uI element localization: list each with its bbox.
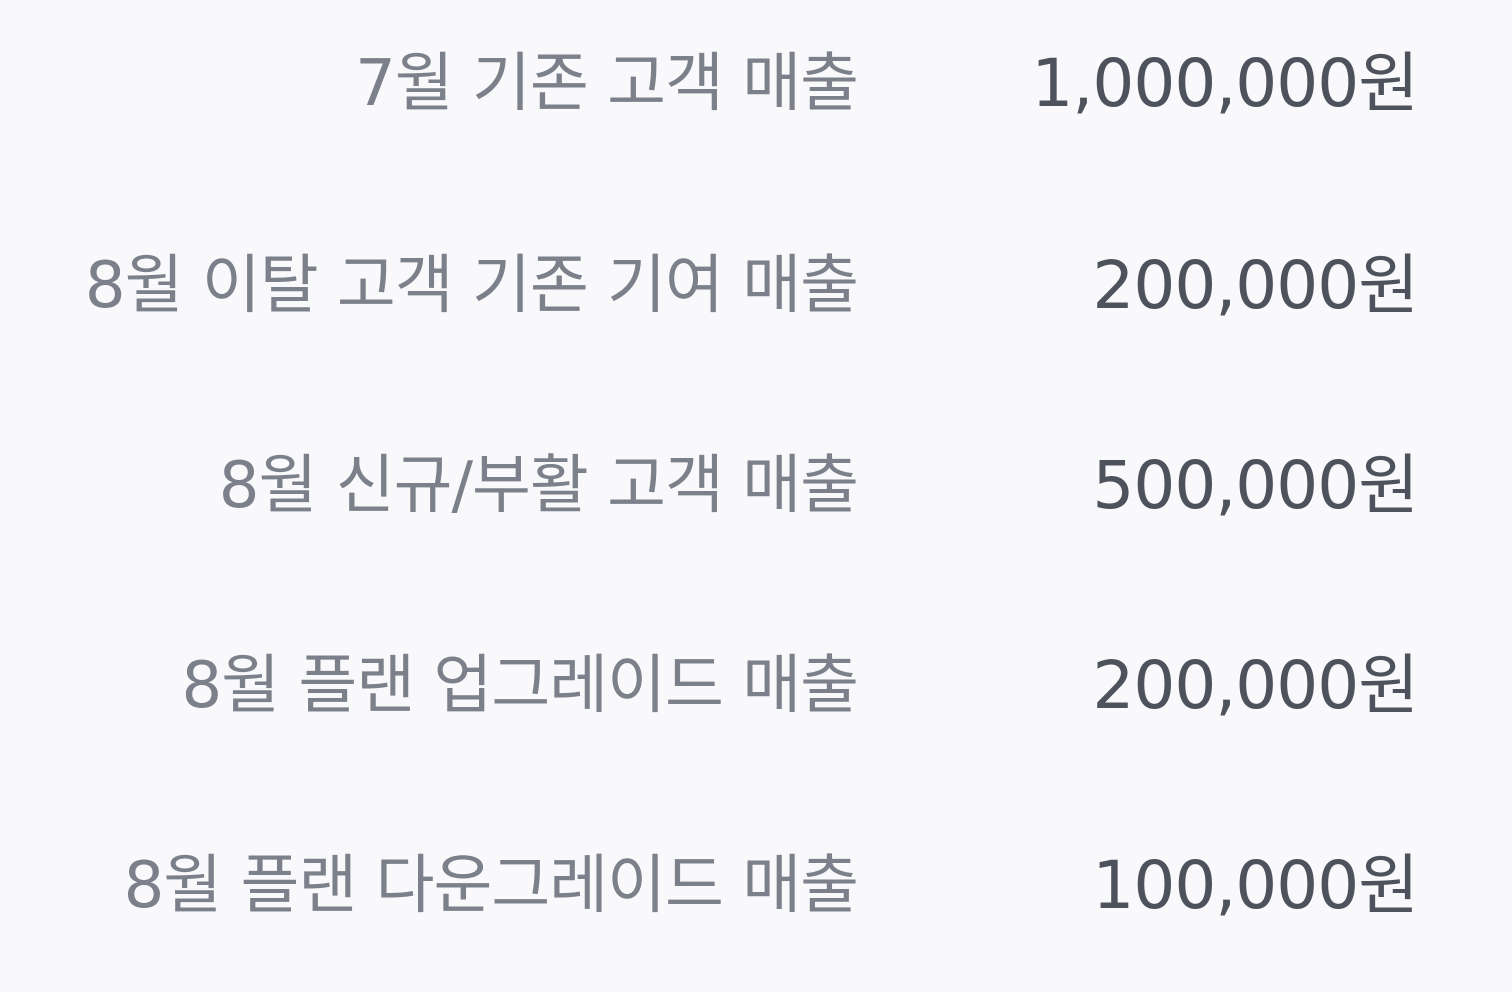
summary-value: 100,000원 [1092,847,1419,924]
summary-label: 8월 플랜 다운그레이드 매출 [123,849,859,923]
summary-label: 8월 신규/부활 고객 매출 [218,449,859,523]
summary-value: 200,000원 [1092,647,1419,724]
summary-value: 1,000,000원 [1031,45,1419,122]
summary-row-august-churned: 8월 이탈 고객 기존 기여 매출 200,000원 [0,226,1512,346]
summary-label: 8월 플랜 업그레이드 매출 [181,649,859,723]
summary-row-august-upgrade: 8월 플랜 업그레이드 매출 200,000원 [0,626,1512,746]
summary-row-august-new-reactivated: 8월 신규/부활 고객 매출 500,000원 [0,426,1512,546]
summary-value: 200,000원 [1092,247,1419,324]
summary-row-august-downgrade: 8월 플랜 다운그레이드 매출 100,000원 [0,826,1512,946]
summary-label: 8월 이탈 고객 기존 기여 매출 [84,249,859,323]
summary-row-july-existing: 7월 기존 고객 매출 1,000,000원 [0,24,1512,144]
summary-value: 500,000원 [1092,447,1419,524]
summary-label: 7월 기존 고객 매출 [355,47,859,121]
